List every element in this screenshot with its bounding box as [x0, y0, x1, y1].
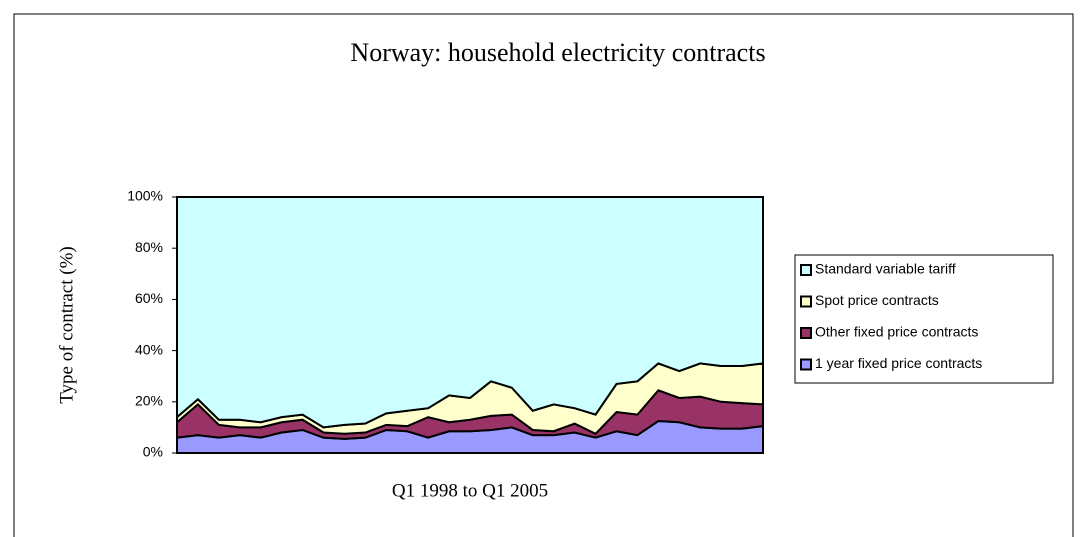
chart-title: Norway: household electricity contracts [350, 38, 765, 67]
legend-label: 1 year fixed price contracts [815, 355, 982, 371]
legend-swatch [800, 295, 812, 308]
legend-box [794, 254, 1054, 384]
legend-label: Standard variable tariff [815, 261, 956, 277]
legend-swatch [800, 264, 812, 276]
chart-frame [13, 13, 1074, 537]
y-tick-label: 0% [143, 444, 163, 460]
legend-label: Spot price contracts [815, 292, 939, 308]
legend-swatch [800, 358, 812, 371]
x-axis-title: Q1 1998 to Q1 2005 [392, 480, 548, 501]
legend-swatch [800, 327, 812, 339]
y-tick-label: 60% [135, 290, 163, 306]
y-axis-title: Type of contract (%) [56, 246, 77, 403]
y-tick-label: 40% [135, 341, 163, 357]
legend-label: Other fixed price contracts [815, 324, 978, 340]
plot-border [176, 196, 764, 454]
y-tick-label: 80% [135, 239, 163, 255]
y-tick-label: 100% [127, 188, 163, 204]
y-tick-label: 20% [135, 393, 163, 409]
